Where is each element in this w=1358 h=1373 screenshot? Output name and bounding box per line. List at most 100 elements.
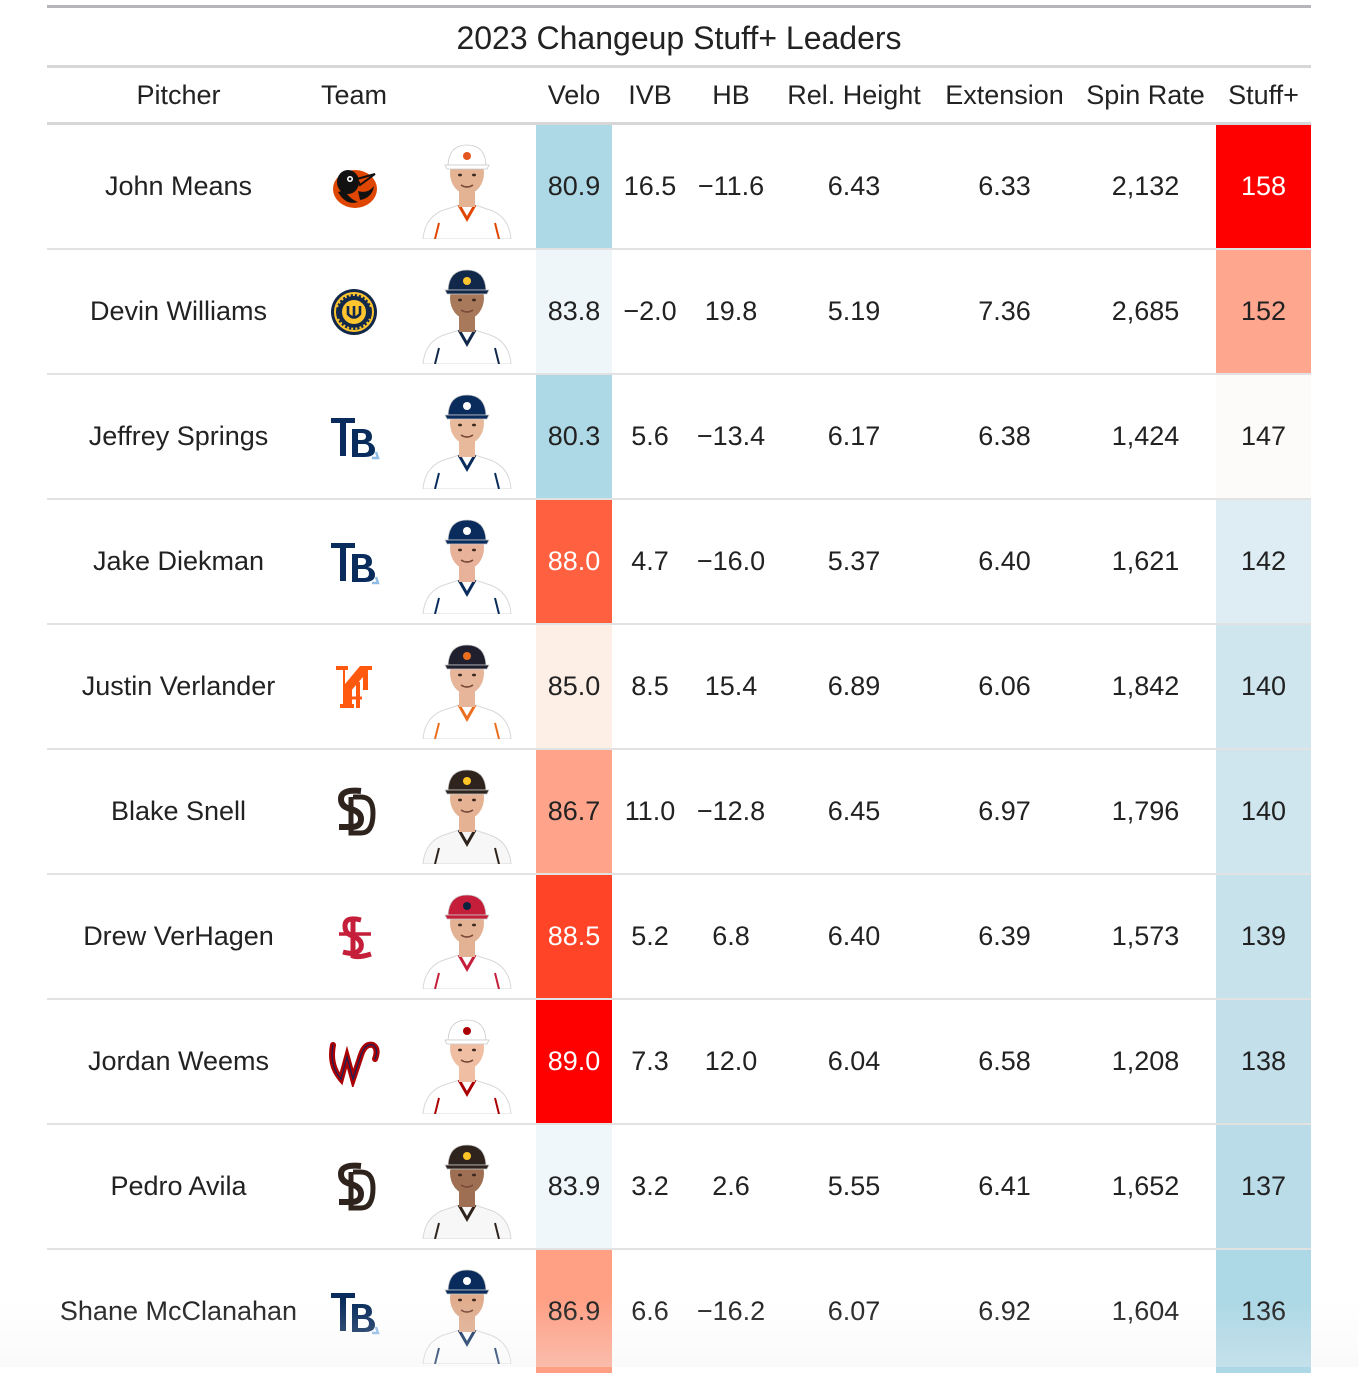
team-logo-cell	[310, 749, 398, 874]
headshot-cell	[398, 624, 536, 749]
rel-height-cell: 6.04	[774, 999, 934, 1124]
table-header: Pitcher Team Velo IVB HB Rel. Height Ext…	[47, 68, 1311, 124]
pitcher-name: Drew VerHagen	[47, 874, 310, 999]
rel-height-cell: 5.37	[774, 499, 934, 624]
headshot-cell	[398, 1249, 536, 1373]
extension-cell: 6.97	[934, 749, 1075, 874]
extension-cell: 7.36	[934, 249, 1075, 374]
rays-logo-icon	[328, 1287, 380, 1337]
hb-cell: −13.4	[688, 374, 774, 499]
pitcher-name: Devin Williams	[47, 249, 310, 374]
spin-rate-cell: 1,208	[1075, 999, 1216, 1124]
velo-cell: 80.3	[536, 374, 612, 499]
column-header-extension: Extension	[934, 68, 1075, 124]
hb-cell: 6.8	[688, 874, 774, 999]
hb-cell: 19.8	[688, 249, 774, 374]
spin-rate-cell: 2,685	[1075, 249, 1216, 374]
extension-cell: 6.58	[934, 999, 1075, 1124]
headshot-cell	[398, 1124, 536, 1249]
stuff-plus-cell: 137	[1216, 1124, 1311, 1249]
spin-rate-cell: 1,621	[1075, 499, 1216, 624]
pitcher-name: Shane McClanahan	[47, 1249, 310, 1373]
column-header-headshot	[398, 68, 536, 124]
team-logo-cell	[310, 1124, 398, 1249]
velo-cell: 89.0	[536, 999, 612, 1124]
stuff-plus-cell: 142	[1216, 499, 1311, 624]
team-logo-cell	[310, 374, 398, 499]
extension-cell: 6.40	[934, 499, 1075, 624]
pitcher-name: Justin Verlander	[47, 624, 310, 749]
ivb-cell: 16.5	[612, 124, 688, 250]
rel-height-cell: 6.89	[774, 624, 934, 749]
headshot-cell	[398, 124, 536, 250]
pitcher-name: Blake Snell	[47, 749, 310, 874]
player-headshot-shane-mcclanahan	[415, 1260, 519, 1364]
extension-cell: 6.38	[934, 374, 1075, 499]
rel-height-cell: 5.55	[774, 1124, 934, 1249]
column-header-pitcher: Pitcher	[47, 68, 310, 124]
spin-rate-cell: 1,424	[1075, 374, 1216, 499]
headshot-cell	[398, 999, 536, 1124]
stuff-plus-cell: 139	[1216, 874, 1311, 999]
hb-cell: 12.0	[688, 999, 774, 1124]
stats-table: Pitcher Team Velo IVB HB Rel. Height Ext…	[47, 68, 1311, 1373]
padres-logo-icon	[331, 1160, 377, 1214]
rel-height-cell: 6.40	[774, 874, 934, 999]
stuff-plus-cell: 158	[1216, 124, 1311, 250]
pitcher-name: Jeffrey Springs	[47, 374, 310, 499]
ivb-cell: 5.2	[612, 874, 688, 999]
stuff-plus-cell: 140	[1216, 749, 1311, 874]
team-logo-cell	[310, 624, 398, 749]
headshot-cell	[398, 499, 536, 624]
hb-cell: 15.4	[688, 624, 774, 749]
ivb-cell: 4.7	[612, 499, 688, 624]
team-logo-cell	[310, 499, 398, 624]
spin-rate-cell: 1,652	[1075, 1124, 1216, 1249]
player-headshot-blake-snell	[415, 760, 519, 864]
team-logo-cell	[310, 124, 398, 250]
extension-cell: 6.41	[934, 1124, 1075, 1249]
stuff-plus-cell: 138	[1216, 999, 1311, 1124]
pitcher-name: Jake Diekman	[47, 499, 310, 624]
rel-height-cell: 6.43	[774, 124, 934, 250]
column-header-team: Team	[310, 68, 398, 124]
hb-cell: −16.2	[688, 1249, 774, 1373]
player-headshot-jordan-weems	[415, 1010, 519, 1114]
velo-cell: 86.7	[536, 749, 612, 874]
headshot-cell	[398, 874, 536, 999]
extension-cell: 6.39	[934, 874, 1075, 999]
team-logo-cell	[310, 874, 398, 999]
rel-height-cell: 6.07	[774, 1249, 934, 1373]
rays-logo-icon	[328, 537, 380, 587]
player-headshot-justin-verlander	[415, 635, 519, 739]
hb-cell: 2.6	[688, 1124, 774, 1249]
rel-height-cell: 5.19	[774, 249, 934, 374]
brewers-logo-icon	[329, 287, 379, 337]
ivb-cell: 3.2	[612, 1124, 688, 1249]
hb-cell: −11.6	[688, 124, 774, 250]
rays-logo-icon	[328, 412, 380, 462]
orioles-logo-icon	[328, 162, 380, 212]
stuff-plus-cell: 152	[1216, 249, 1311, 374]
ivb-cell: 6.6	[612, 1249, 688, 1373]
player-headshot-jeffrey-springs	[415, 385, 519, 489]
rel-height-cell: 6.45	[774, 749, 934, 874]
velo-cell: 88.0	[536, 499, 612, 624]
column-header-stuff-plus: Stuff+	[1216, 68, 1311, 124]
team-logo-cell	[310, 999, 398, 1124]
hb-cell: −16.0	[688, 499, 774, 624]
table-title: 2023 Changeup Stuff+ Leaders	[47, 10, 1311, 66]
column-header-hb: HB	[688, 68, 774, 124]
spin-rate-cell: 1,604	[1075, 1249, 1216, 1373]
ivb-cell: 8.5	[612, 624, 688, 749]
